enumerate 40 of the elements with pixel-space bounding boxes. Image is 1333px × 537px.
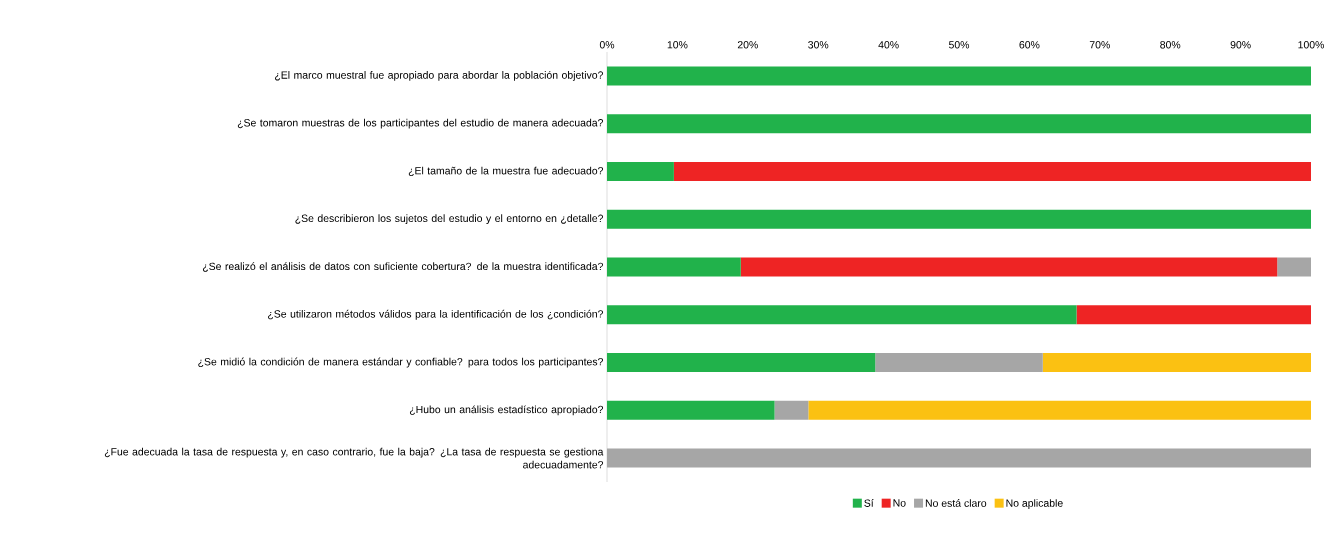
x-tick-label: 20% (737, 41, 758, 49)
bar (607, 400, 775, 420)
bar (607, 257, 741, 277)
legend-label: No está claro (925, 499, 987, 507)
x-tick-label: 60% (1019, 41, 1040, 49)
bar (740, 257, 1278, 277)
x-tick-label: 50% (948, 41, 970, 49)
bar (1277, 257, 1312, 277)
x-tick-label: 0% (599, 41, 615, 49)
y-tick-label: ¿El marco muestral fue apropiado para abordar la población objetivo? (275, 70, 604, 81)
y-tick-label: ¿Hubo un análisis estadístico apropiado? (409, 405, 604, 416)
x-tick-label: 90% (1230, 41, 1251, 49)
bar (875, 353, 1043, 373)
x-tick-label: 100% (1298, 41, 1324, 49)
bar (607, 114, 1312, 134)
legend-label: No aplicable (1006, 499, 1063, 509)
y-tick-label: ¿Se describieron los sujetos del estudio y el entorno en ¿detalle? (295, 214, 604, 225)
x-tick-label: 10% (667, 41, 688, 49)
y-tick-label: ¿Se tomaron muestras de los participantes del estudio de manera adecuada? (237, 118, 604, 129)
bar (774, 400, 809, 420)
x-tick-label: 40% (878, 41, 899, 49)
y-tick-label: ¿Se realizó el análisis de datos con suficiente cobertura? de la muestra identificada? (202, 262, 604, 272)
bar (607, 353, 876, 373)
bar (607, 209, 1312, 229)
bar (607, 66, 1312, 86)
legend-label: Sí (864, 499, 874, 507)
bar (673, 161, 1312, 181)
bar (607, 305, 1077, 325)
bar (607, 161, 674, 181)
bar (1042, 353, 1312, 373)
y-tick-label: ¿Se utilizaron métodos válidos para la identificación de los ¿condición? (268, 309, 604, 320)
bar (1076, 305, 1312, 325)
x-tick-label: 70% (1089, 41, 1110, 49)
y-tick-label: ¿Se midió la condición de manera estándar y confiable? para todos los participantes? (198, 357, 604, 368)
legend-label: No (893, 499, 906, 507)
bar (808, 400, 1312, 420)
y-tick-label: ¿Fue adecuada la tasa de respuesta y, en caso contrario, fue la baja? ¿La tasa de respuesta se gestiona adecuadamente? (104, 447, 604, 469)
y-tick-label: ¿El tamaño de la muestra fue adecuado? (408, 166, 604, 177)
x-tick-label: 80% (1160, 41, 1181, 49)
x-tick-label: 30% (808, 41, 829, 49)
